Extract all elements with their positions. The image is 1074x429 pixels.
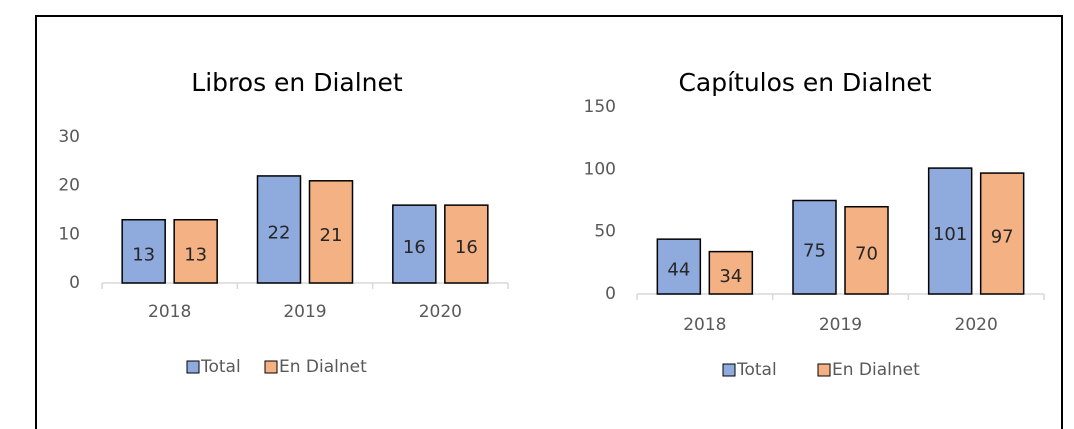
- bar: [844, 205, 889, 295]
- bar: [656, 238, 702, 295]
- x-tick-label: 2020: [419, 302, 462, 322]
- data-label: 13: [184, 244, 207, 265]
- data-label: 13: [132, 244, 155, 265]
- data-label: 16: [403, 237, 426, 258]
- y-tick-label: 100: [584, 159, 616, 179]
- x-tick-label: 2020: [955, 315, 998, 335]
- bar: [256, 175, 302, 284]
- bar: [121, 218, 166, 284]
- bar: [308, 180, 354, 284]
- x-tick-label: 2019: [283, 302, 326, 322]
- y-tick-label: 30: [58, 127, 80, 147]
- data-label: 75: [803, 240, 826, 261]
- bar: [173, 218, 218, 284]
- legend-swatch: [722, 363, 736, 377]
- bar: [444, 204, 489, 284]
- y-tick-label: 150: [584, 97, 616, 117]
- legend-swatch: [186, 360, 200, 374]
- x-tick-label: 2019: [819, 315, 862, 335]
- frame: [35, 15, 1063, 429]
- y-tick-label: 0: [605, 284, 616, 304]
- chart-title: Capítulos en Dialnet: [678, 68, 931, 97]
- bar: [708, 250, 754, 295]
- data-label: 22: [268, 222, 291, 243]
- y-tick-label: 50: [594, 222, 616, 242]
- bar: [792, 199, 837, 295]
- legend-label: En Dialnet: [832, 360, 920, 380]
- data-label: 34: [719, 266, 742, 287]
- chart-title: Libros en Dialnet: [191, 68, 403, 97]
- y-tick-label: 20: [58, 176, 80, 196]
- legend-swatch: [264, 360, 278, 374]
- data-label: 16: [455, 237, 478, 258]
- data-label: 97: [991, 227, 1014, 248]
- legend-label: Total: [200, 357, 241, 377]
- legend-label: Total: [736, 360, 777, 380]
- x-tick-label: 2018: [148, 302, 191, 322]
- bar: [927, 167, 973, 295]
- data-label: 70: [855, 243, 878, 264]
- data-label: 21: [320, 225, 343, 246]
- legend-swatch: [817, 363, 831, 377]
- bar: [979, 172, 1025, 295]
- data-label: 101: [933, 224, 967, 245]
- legend-label: En Dialnet: [279, 357, 367, 377]
- y-tick-label: 0: [69, 273, 80, 293]
- data-label: 44: [667, 260, 690, 281]
- x-tick-label: 2018: [683, 315, 726, 335]
- bar: [392, 204, 437, 284]
- y-tick-label: 10: [58, 224, 80, 244]
